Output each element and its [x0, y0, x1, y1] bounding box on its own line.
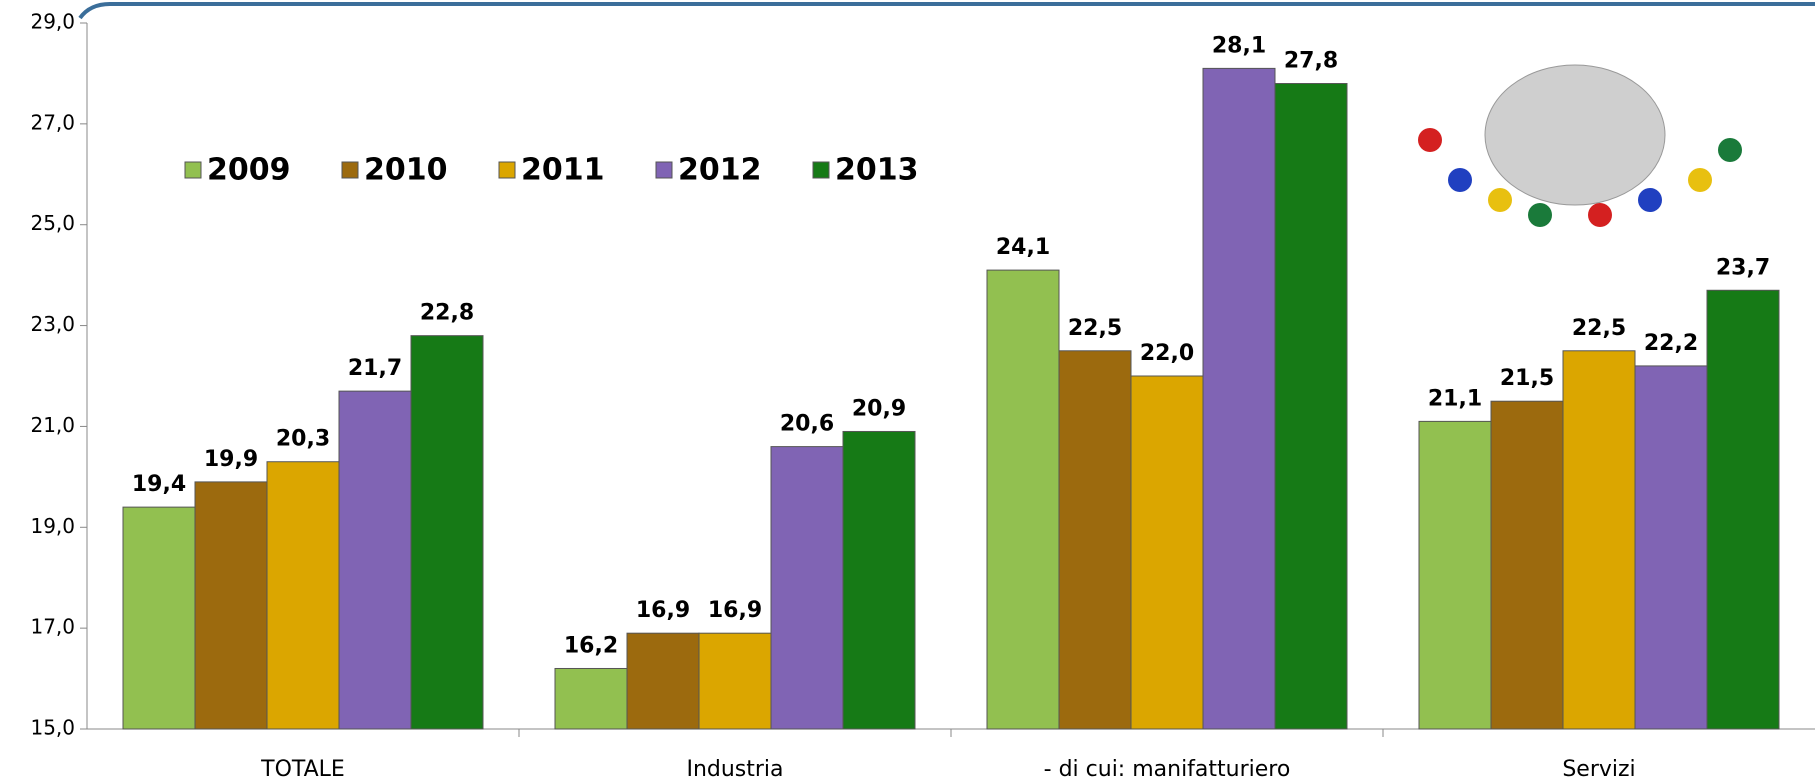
- legend-label: 2009: [207, 153, 291, 188]
- decor-image: [1418, 64, 1742, 227]
- bar: [1274, 83, 1348, 730]
- bar: [1130, 375, 1204, 730]
- value-label: 22,2: [1644, 331, 1698, 356]
- value-label: 16,2: [564, 633, 618, 658]
- legend-label: 2013: [835, 153, 919, 188]
- value-label: 19,4: [132, 472, 186, 497]
- value-label: 20,3: [276, 427, 330, 452]
- bar: [410, 335, 484, 730]
- legend-label: 2012: [678, 153, 762, 188]
- x-tick-label: TOTALE: [260, 757, 345, 781]
- x-tick-label: Industria: [686, 757, 783, 781]
- bar: [122, 506, 196, 730]
- value-label: 27,8: [1284, 49, 1338, 74]
- bar: [1490, 400, 1564, 730]
- bar: [194, 481, 268, 730]
- y-tick-label: 15,0: [30, 716, 75, 740]
- value-label: 22,0: [1140, 341, 1194, 366]
- legend-swatch: [184, 161, 202, 179]
- bar: [842, 430, 916, 730]
- value-label: 23,7: [1716, 255, 1770, 280]
- bar: [986, 269, 1060, 730]
- x-tick-label: - di cui: manifatturiero: [1044, 757, 1291, 781]
- value-label: 22,5: [1572, 316, 1626, 341]
- bar: [770, 446, 844, 730]
- y-tick-label: 29,0: [30, 10, 75, 34]
- legend-swatch: [812, 161, 830, 179]
- y-tick-label: 23,0: [30, 312, 75, 336]
- legend-swatch: [498, 161, 516, 179]
- y-tick-label: 17,0: [30, 615, 75, 639]
- bar: [1418, 420, 1492, 730]
- y-tick-label: 19,0: [30, 514, 75, 538]
- value-label: 16,9: [708, 598, 762, 623]
- value-label: 24,1: [996, 235, 1050, 260]
- bar: [1634, 365, 1708, 730]
- x-tick-label: Servizi: [1562, 757, 1635, 781]
- bar: [1202, 67, 1276, 730]
- value-label: 22,8: [420, 301, 474, 326]
- bar: [626, 632, 700, 730]
- bar: [554, 667, 628, 730]
- legend-swatch: [341, 161, 359, 179]
- bar: [338, 390, 412, 730]
- value-label: 20,9: [852, 396, 906, 421]
- value-label: 21,5: [1500, 366, 1554, 391]
- y-tick-label: 21,0: [30, 413, 75, 437]
- legend-label: 2010: [364, 153, 448, 188]
- bar: [266, 461, 340, 730]
- value-label: 20,6: [780, 412, 834, 437]
- value-label: 19,9: [204, 447, 258, 472]
- value-label: 16,9: [636, 598, 690, 623]
- value-label: 21,1: [1428, 386, 1482, 411]
- legend-label: 2011: [521, 153, 605, 188]
- y-tick-label: 25,0: [30, 211, 75, 235]
- header-border: [78, 2, 1815, 20]
- bar: [698, 632, 772, 730]
- y-tick-label: 27,0: [30, 110, 75, 134]
- bar: [1058, 350, 1132, 730]
- bar: [1562, 350, 1636, 730]
- value-label: 21,7: [348, 356, 402, 381]
- value-label: 28,1: [1212, 33, 1266, 58]
- bar: [1706, 289, 1780, 730]
- legend-swatch: [655, 161, 673, 179]
- value-label: 22,5: [1068, 316, 1122, 341]
